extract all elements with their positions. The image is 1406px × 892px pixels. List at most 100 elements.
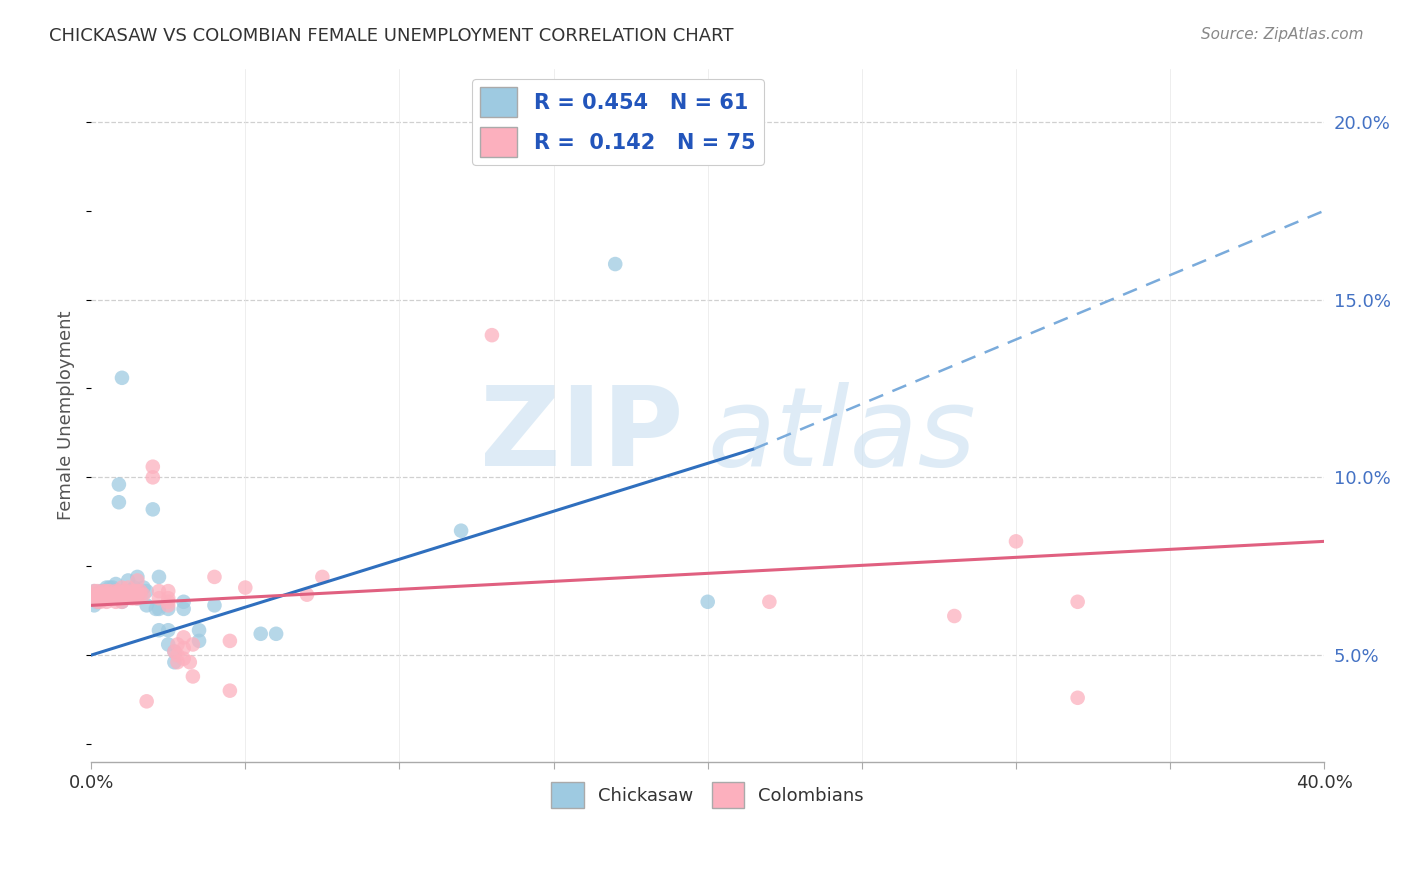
Point: [96, 584, 118, 599]
Point: [132, 588, 155, 602]
Point: [104, 577, 127, 591]
Point: [86, 591, 108, 606]
Point: [86, 588, 108, 602]
Point: [108, 584, 131, 599]
Point: [111, 584, 134, 599]
Point: [188, 624, 211, 638]
Point: [204, 570, 226, 584]
Point: [124, 581, 146, 595]
Point: [311, 570, 333, 584]
Point: [86, 595, 108, 609]
Point: [101, 581, 124, 595]
Point: [148, 570, 170, 584]
Point: [96, 591, 118, 606]
Point: [89, 588, 111, 602]
Y-axis label: Female Unemployment: Female Unemployment: [58, 310, 75, 520]
Point: [111, 588, 134, 602]
Point: [89, 591, 111, 606]
Point: [86, 595, 108, 609]
Point: [86, 591, 108, 606]
Point: [204, 599, 226, 613]
Point: [179, 655, 201, 669]
Point: [127, 584, 149, 599]
Point: [117, 581, 139, 595]
Point: [218, 633, 240, 648]
Point: [114, 584, 136, 599]
Point: [157, 599, 180, 613]
Point: [173, 595, 195, 609]
Text: Source: ZipAtlas.com: Source: ZipAtlas.com: [1201, 27, 1364, 42]
Point: [135, 694, 157, 708]
Point: [135, 599, 157, 613]
Point: [145, 602, 167, 616]
Point: [104, 595, 127, 609]
Point: [83, 588, 105, 602]
Point: [120, 591, 142, 606]
Point: [148, 602, 170, 616]
Point: [481, 328, 503, 343]
Point: [295, 588, 318, 602]
Point: [142, 502, 165, 516]
Point: [163, 644, 186, 658]
Point: [117, 588, 139, 602]
Point: [93, 584, 115, 599]
Text: ZIP: ZIP: [479, 383, 683, 490]
Point: [101, 584, 124, 599]
Point: [120, 588, 142, 602]
Point: [98, 584, 121, 599]
Point: [98, 588, 121, 602]
Point: [173, 602, 195, 616]
Point: [173, 631, 195, 645]
Point: [111, 595, 134, 609]
Point: [89, 588, 111, 602]
Point: [132, 581, 155, 595]
Point: [96, 595, 118, 609]
Point: [120, 584, 142, 599]
Point: [173, 640, 195, 655]
Point: [104, 584, 127, 599]
Point: [142, 470, 165, 484]
Point: [148, 584, 170, 599]
Point: [83, 584, 105, 599]
Point: [127, 584, 149, 599]
Point: [129, 588, 152, 602]
Point: [450, 524, 472, 538]
Point: [127, 591, 149, 606]
Legend: Chickasaw, Colombians: Chickasaw, Colombians: [544, 775, 872, 815]
Point: [1005, 534, 1028, 549]
Point: [157, 637, 180, 651]
Point: [108, 591, 131, 606]
Point: [83, 591, 105, 606]
Point: [96, 581, 118, 595]
Point: [117, 574, 139, 588]
Point: [1066, 690, 1088, 705]
Point: [157, 584, 180, 599]
Point: [157, 624, 180, 638]
Point: [163, 644, 186, 658]
Point: [101, 588, 124, 602]
Point: [111, 581, 134, 595]
Point: [93, 584, 115, 599]
Point: [96, 584, 118, 599]
Point: [96, 588, 118, 602]
Point: [173, 651, 195, 665]
Point: [188, 633, 211, 648]
Point: [114, 584, 136, 599]
Point: [181, 637, 204, 651]
Point: [233, 581, 256, 595]
Point: [249, 627, 271, 641]
Point: [93, 591, 115, 606]
Point: [166, 648, 188, 662]
Point: [127, 574, 149, 588]
Point: [129, 584, 152, 599]
Point: [89, 584, 111, 599]
Point: [127, 570, 149, 584]
Point: [163, 655, 186, 669]
Point: [124, 591, 146, 606]
Point: [943, 609, 966, 624]
Point: [696, 595, 718, 609]
Point: [98, 581, 121, 595]
Text: atlas: atlas: [707, 383, 976, 490]
Point: [108, 477, 131, 491]
Point: [83, 591, 105, 606]
